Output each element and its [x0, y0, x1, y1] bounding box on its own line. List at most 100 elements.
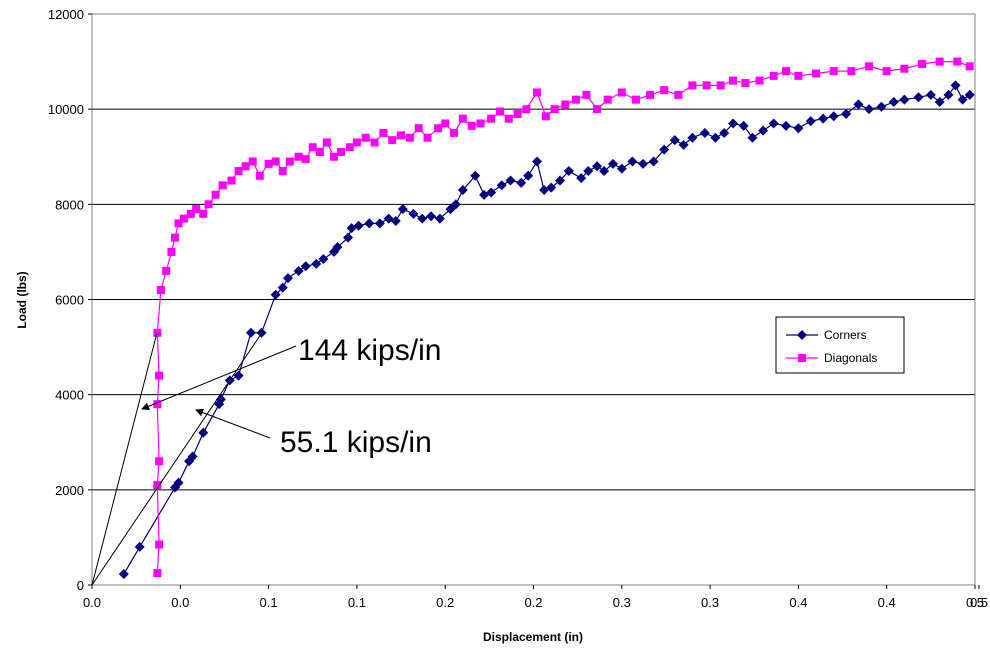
data-point [343, 232, 354, 243]
data-point [408, 208, 419, 219]
y-tick-label: 0 [77, 578, 84, 593]
data-point [417, 213, 428, 224]
data-point [457, 185, 468, 196]
data-point [345, 143, 354, 152]
data-point [669, 135, 680, 146]
data-point [964, 89, 975, 100]
data-point [423, 133, 432, 142]
gridlines [92, 108, 975, 491]
data-point [674, 90, 683, 99]
data-point [865, 62, 874, 71]
x-tick-label: 0.1 [348, 595, 366, 610]
y-tick-label: 2000 [55, 483, 84, 498]
data-point [352, 138, 361, 147]
data-point [546, 182, 557, 193]
data-point [900, 64, 909, 73]
data-point [426, 211, 437, 222]
data-point [162, 266, 171, 275]
legend-label-diagonals: Diagonals [824, 351, 877, 365]
data-point [301, 155, 310, 164]
data-point [285, 157, 294, 166]
data-point [607, 158, 618, 169]
x-tick-label: 0.0 [83, 595, 101, 610]
stiffness-line-144 [91, 332, 158, 586]
data-point [782, 67, 791, 76]
data-point [277, 282, 288, 293]
data-point [155, 540, 164, 549]
data-point [153, 569, 162, 578]
data-point [631, 95, 640, 104]
data-point [192, 205, 201, 214]
data-point [828, 111, 839, 122]
data-point [747, 132, 758, 143]
data-point [899, 94, 910, 105]
data-point [841, 108, 852, 119]
data-point [364, 218, 375, 229]
data-point [925, 89, 936, 100]
data-point [741, 78, 750, 87]
data-point [935, 57, 944, 66]
data-point [794, 71, 803, 80]
data-point [699, 127, 710, 138]
data-point [554, 175, 565, 186]
data-point [486, 187, 497, 198]
data-point [592, 161, 603, 172]
data-point [167, 247, 176, 256]
data-point [405, 133, 414, 142]
y-tick-label: 12000 [48, 7, 84, 22]
data-point [227, 176, 236, 185]
y-axis-ticks: 0 2000 4000 6000 8000 10000 12000 [48, 7, 92, 593]
data-point [496, 180, 507, 191]
data-point [174, 219, 183, 228]
y-tick-label: 8000 [55, 197, 84, 212]
data-point [593, 105, 602, 114]
data-point [467, 121, 476, 130]
data-point [513, 109, 522, 118]
legend-marker-diagonals [798, 354, 806, 362]
data-point [504, 114, 513, 123]
data-point [397, 204, 408, 215]
data-point [516, 177, 527, 188]
data-point [648, 156, 659, 167]
series-diagonals [153, 57, 974, 578]
series-group [118, 57, 975, 580]
data-point [370, 138, 379, 147]
data-point [913, 92, 924, 103]
data-point [702, 81, 711, 90]
data-point [441, 119, 450, 128]
data-point [576, 173, 587, 184]
data-point [957, 94, 968, 105]
data-point [153, 400, 162, 409]
data-point [476, 119, 485, 128]
data-point [270, 289, 281, 300]
data-point [617, 88, 626, 97]
data-point [173, 477, 184, 488]
data-point [583, 166, 594, 177]
legend-box [775, 316, 905, 374]
data-point [888, 97, 899, 108]
x-tick-label: 0.0 [171, 595, 189, 610]
data-point [627, 156, 638, 167]
x-tick-label: 0.4 [789, 595, 807, 610]
data-point [818, 113, 829, 124]
data-point [571, 95, 580, 104]
data-point [965, 62, 974, 71]
data-point [311, 258, 322, 269]
data-point [660, 86, 669, 95]
data-point [950, 80, 961, 91]
data-point [450, 199, 461, 210]
data-point [847, 67, 856, 76]
annotation-group: 144 kips/in 55.1 kips/in [91, 332, 441, 586]
data-point [541, 112, 550, 121]
data-point [659, 144, 670, 155]
x-tick-label: 0.5 [970, 595, 988, 610]
x-tick-label: 0.4 [878, 595, 896, 610]
stiffness-line-55 [91, 332, 263, 586]
data-point [218, 181, 227, 190]
data-point [688, 81, 697, 90]
data-point [283, 273, 294, 284]
data-point [153, 328, 162, 337]
data-point [793, 123, 804, 134]
data-point [186, 209, 195, 218]
x-axis-title: Displacement (in) [483, 630, 583, 644]
